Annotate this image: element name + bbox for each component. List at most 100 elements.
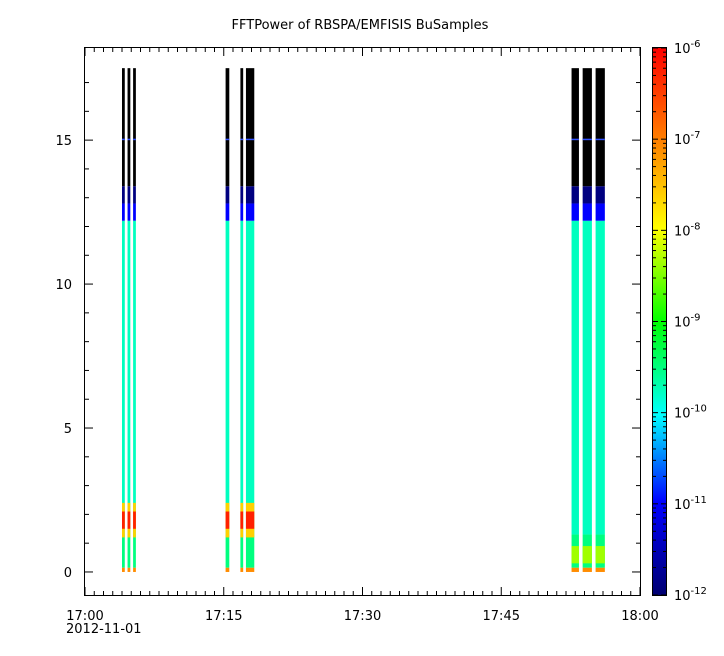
colorbar-tick-label: 10-12 bbox=[674, 586, 707, 604]
power-band bbox=[240, 186, 244, 204]
power-band bbox=[133, 220, 136, 535]
power-band bbox=[245, 68, 255, 187]
x-date-label: 2012-11-01 bbox=[66, 622, 142, 637]
colorbar-tick-label: 10-9 bbox=[674, 313, 701, 331]
power-band bbox=[571, 546, 579, 564]
power-band bbox=[122, 68, 125, 187]
y-tick-label: 5 bbox=[64, 422, 72, 437]
power-band bbox=[122, 186, 125, 204]
power-band bbox=[127, 220, 131, 535]
x-tick-label: 17:15 bbox=[205, 609, 242, 624]
power-band bbox=[122, 511, 125, 529]
power-band bbox=[225, 186, 230, 204]
power-band bbox=[240, 220, 244, 535]
power-band bbox=[245, 511, 255, 529]
power-band bbox=[127, 203, 131, 221]
power-band bbox=[571, 220, 579, 535]
power-band bbox=[245, 203, 255, 221]
power-band bbox=[595, 68, 605, 187]
power-band bbox=[133, 534, 136, 568]
y-axis: 0 5 10 15 bbox=[55, 82, 640, 581]
y-tick-label: 15 bbox=[55, 134, 72, 149]
power-band bbox=[122, 567, 125, 572]
power-band bbox=[122, 203, 125, 221]
power-band bbox=[245, 534, 255, 568]
power-band bbox=[133, 203, 136, 221]
power-band bbox=[582, 546, 592, 564]
power-band bbox=[127, 138, 131, 141]
power-band bbox=[127, 534, 131, 568]
power-band bbox=[133, 68, 136, 187]
power-band bbox=[122, 220, 125, 535]
power-band bbox=[133, 511, 136, 529]
power-band bbox=[133, 567, 136, 572]
power-band bbox=[582, 567, 592, 572]
colorbar bbox=[652, 47, 667, 596]
spectrogram-column bbox=[122, 68, 125, 572]
power-band bbox=[127, 511, 131, 529]
plot-area bbox=[122, 68, 605, 572]
y-tick-label: 10 bbox=[55, 278, 72, 293]
spectrogram-column bbox=[595, 68, 605, 572]
power-band bbox=[571, 567, 579, 572]
x-axis: 17:00 17:15 17:30 17:45 18:00 bbox=[66, 48, 659, 624]
colorbar-ticks: 10-6 10-7 10-8 10-9 10-10 10-11 10-12 bbox=[653, 39, 707, 604]
spectrogram-column bbox=[225, 68, 230, 572]
power-band bbox=[225, 138, 230, 141]
power-band bbox=[571, 203, 579, 221]
colorbar-tick-label: 10-6 bbox=[674, 39, 701, 57]
spectrogram-column bbox=[582, 68, 592, 572]
spectrogram-column bbox=[240, 68, 244, 572]
power-band bbox=[571, 186, 579, 204]
power-band bbox=[127, 567, 131, 572]
power-band bbox=[127, 186, 131, 204]
power-band bbox=[571, 68, 579, 187]
spectrogram-column bbox=[133, 68, 136, 572]
colorbar-tick-label: 10-8 bbox=[674, 221, 701, 239]
x-tick-label: 17:00 bbox=[66, 609, 103, 624]
power-band bbox=[245, 186, 255, 204]
power-band bbox=[240, 203, 244, 221]
power-band bbox=[582, 186, 592, 204]
power-band bbox=[240, 567, 244, 572]
x-tick-label: 18:00 bbox=[621, 609, 658, 624]
power-band bbox=[571, 138, 579, 141]
power-band bbox=[240, 534, 244, 568]
power-band bbox=[225, 68, 230, 187]
x-tick-label: 17:45 bbox=[483, 609, 520, 624]
colorbar-tick-label: 10-11 bbox=[674, 495, 707, 513]
power-band bbox=[225, 534, 230, 568]
chart-title: FFTPower of RBSPA/EMFISIS BuSamples bbox=[232, 18, 489, 33]
power-band bbox=[240, 511, 244, 529]
power-band bbox=[133, 186, 136, 204]
spectrogram-column bbox=[571, 68, 579, 572]
power-band bbox=[225, 567, 230, 572]
power-band bbox=[133, 138, 136, 141]
power-band bbox=[595, 567, 605, 572]
power-band bbox=[240, 138, 244, 141]
x-tick-label: 17:30 bbox=[344, 609, 381, 624]
power-band bbox=[225, 203, 230, 221]
plot-frame bbox=[84, 47, 641, 596]
power-band bbox=[245, 220, 255, 535]
power-band bbox=[595, 186, 605, 204]
power-band bbox=[595, 546, 605, 564]
power-band bbox=[127, 68, 131, 187]
power-band bbox=[595, 220, 605, 535]
power-band bbox=[240, 68, 244, 187]
power-band bbox=[225, 511, 230, 529]
power-band bbox=[245, 567, 255, 572]
spectrogram-column bbox=[127, 68, 131, 572]
colorbar-tick-label: 10-10 bbox=[674, 404, 707, 422]
power-band bbox=[225, 220, 230, 535]
spectrogram-column bbox=[245, 68, 255, 572]
power-band bbox=[582, 68, 592, 187]
power-band bbox=[582, 138, 592, 141]
power-band bbox=[582, 220, 592, 535]
power-band bbox=[595, 138, 605, 141]
y-tick-label: 0 bbox=[64, 566, 72, 581]
colorbar-tick-label: 10-7 bbox=[674, 130, 701, 148]
power-band bbox=[245, 138, 255, 141]
power-band bbox=[595, 203, 605, 221]
